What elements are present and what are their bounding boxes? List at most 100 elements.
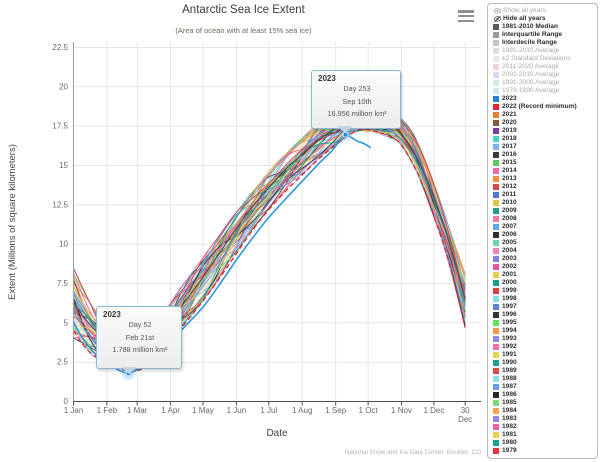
legend-item-label: 2008	[502, 215, 517, 222]
legend-item-label: 2015	[502, 159, 517, 166]
legend-swatch	[493, 392, 499, 398]
legend-control-hide-all-years[interactable]: Hide all years	[493, 15, 595, 23]
legend: Show all years Hide all years 1981-2010 M…	[487, 3, 598, 459]
legend-year-1983[interactable]: 1983	[493, 415, 595, 423]
legend-swatch	[493, 208, 499, 214]
legend-swatch	[493, 376, 499, 382]
legend-year-1986[interactable]: 1986	[493, 391, 595, 399]
legend-year-1993[interactable]: 1993	[493, 335, 595, 343]
legend-list: Show all years Hide all years 1981-2010 M…	[493, 7, 595, 455]
legend-swatch	[493, 48, 499, 54]
legend-item-label: 1989	[502, 367, 517, 374]
legend-swatch	[493, 112, 499, 118]
legend-item-label: 2014	[502, 167, 517, 174]
legend-year-2020[interactable]: 2020	[493, 119, 595, 127]
tooltip-maximum: 2023 Day 253 Sep 10th 16.956 million km²	[311, 70, 401, 129]
legend-item-label: 1982	[502, 423, 517, 430]
chart-canvas[interactable]: 1 Jan 1 Feb 1 Mar 1 Apr 1 May 1 Jun 1 Jul 1 Aug…	[0, 0, 487, 462]
legend-year-1998[interactable]: 1998	[493, 295, 595, 303]
legend-year-1979[interactable]: 1979	[493, 447, 595, 455]
legend-item-label: 2016	[502, 151, 517, 158]
legend-year-1987[interactable]: 1987	[493, 383, 595, 391]
legend-year-2003[interactable]: 2003	[493, 255, 595, 263]
legend-year-1996[interactable]: 1996	[493, 311, 595, 319]
legend-year-2004[interactable]: 2004	[493, 247, 595, 255]
chart-title: Antarctic Sea Ice Extent	[182, 4, 305, 16]
legend-swatch	[493, 272, 499, 278]
legend-year-1981[interactable]: 1981	[493, 431, 595, 439]
legend-item-label: 2011-2020 Average	[502, 63, 559, 70]
tooltip-minimum-tail	[121, 367, 137, 374]
legend-item-label: 1981-2010 Median	[502, 23, 559, 30]
svg-text:22.5: 22.5	[52, 43, 68, 52]
legend-control-show-all-years[interactable]: Show all years	[493, 7, 595, 15]
legend-swatch	[493, 264, 499, 270]
legend-year-1992[interactable]: 1992	[493, 343, 595, 351]
legend-year-2000[interactable]: 2000	[493, 279, 595, 287]
legend-year-1991[interactable]: 1991	[493, 351, 595, 359]
svg-text:1 Feb: 1 Feb	[97, 406, 118, 415]
legend-year-2016[interactable]: 2016	[493, 151, 595, 159]
legend-stat-2011-2020-average[interactable]: 2011-2020 Average	[493, 63, 595, 71]
legend-swatch	[493, 288, 499, 294]
tooltip-maximum-tail	[337, 126, 353, 133]
hamburger-menu-icon[interactable]	[458, 10, 476, 26]
legend-stat-1991-2000-average[interactable]: 1991-2000 Average	[493, 79, 595, 87]
legend-year-2015[interactable]: 2015	[493, 159, 595, 167]
legend-year-2002[interactable]: 2002	[493, 263, 595, 271]
legend-year-2005[interactable]: 2005	[493, 239, 595, 247]
legend-year-2017[interactable]: 2017	[493, 143, 595, 151]
legend-year-1988[interactable]: 1988	[493, 375, 595, 383]
legend-year-2001[interactable]: 2001	[493, 271, 595, 279]
legend-item-label: 2011	[502, 191, 517, 198]
legend-stat-2-standard-deviations[interactable]: ±2 Standard Deviations	[493, 55, 595, 63]
legend-stat-1981-2010-median[interactable]: 1981-2010 Median	[493, 23, 595, 31]
legend-year-2018[interactable]: 2018	[493, 135, 595, 143]
legend-year-2006[interactable]: 2006	[493, 231, 595, 239]
legend-year-2012[interactable]: 2012	[493, 183, 595, 191]
legend-item-label: 2009	[502, 207, 517, 214]
legend-swatch	[493, 344, 499, 350]
legend-stat-1981-2010-average[interactable]: 1981-2010 Average	[493, 47, 595, 55]
legend-year-2022-record-minimum[interactable]: 2022 (Record minimum)	[493, 103, 595, 111]
legend-stat-interquartile-range[interactable]: Interquartile Range	[493, 31, 595, 39]
svg-text:1 Mar: 1 Mar	[127, 406, 148, 415]
legend-year-2014[interactable]: 2014	[493, 167, 595, 175]
legend-item-label: Interdecile Range	[502, 39, 557, 46]
legend-stat-1979-1990-average[interactable]: 1979-1990 Average	[493, 87, 595, 95]
legend-year-2019[interactable]: 2019	[493, 127, 595, 135]
legend-year-2011[interactable]: 2011	[493, 191, 595, 199]
legend-swatch	[493, 160, 499, 166]
legend-stat-2001-2010-average[interactable]: 2001-2010 Average	[493, 71, 595, 79]
legend-year-2010[interactable]: 2010	[493, 199, 595, 207]
y-axis-title: Extent (Millions of square kilometers)	[7, 144, 18, 300]
legend-year-1982[interactable]: 1982	[493, 423, 595, 431]
tooltip-value: 1.788 million km²	[112, 345, 168, 354]
legend-year-2023[interactable]: 2023	[493, 95, 595, 103]
legend-year-1995[interactable]: 1995	[493, 319, 595, 327]
legend-year-1994[interactable]: 1994	[493, 327, 595, 335]
legend-item-label: 2017	[502, 143, 517, 150]
legend-year-2009[interactable]: 2009	[493, 207, 595, 215]
legend-year-1997[interactable]: 1997	[493, 303, 595, 311]
legend-year-1989[interactable]: 1989	[493, 367, 595, 375]
legend-item-label: 1983	[502, 415, 517, 422]
legend-year-2008[interactable]: 2008	[493, 215, 595, 223]
legend-item-label: Show all years	[503, 7, 546, 14]
svg-text:1 Oct: 1 Oct	[359, 406, 379, 415]
legend-swatch	[493, 280, 499, 286]
legend-year-2021[interactable]: 2021	[493, 111, 595, 119]
legend-year-2007[interactable]: 2007	[493, 223, 595, 231]
legend-year-1984[interactable]: 1984	[493, 407, 595, 415]
legend-year-1985[interactable]: 1985	[493, 399, 595, 407]
legend-year-1990[interactable]: 1990	[493, 359, 595, 367]
legend-swatch	[493, 88, 499, 94]
tooltip-value: 16.956 million km²	[327, 109, 387, 118]
legend-stat-interdecile-range[interactable]: Interdecile Range	[493, 39, 595, 47]
legend-year-2013[interactable]: 2013	[493, 175, 595, 183]
x-axis-title: Date	[266, 428, 288, 439]
legend-year-1999[interactable]: 1999	[493, 287, 595, 295]
legend-swatch	[493, 256, 499, 262]
legend-year-1980[interactable]: 1980	[493, 439, 595, 447]
legend-item-label: 1985	[502, 399, 517, 406]
